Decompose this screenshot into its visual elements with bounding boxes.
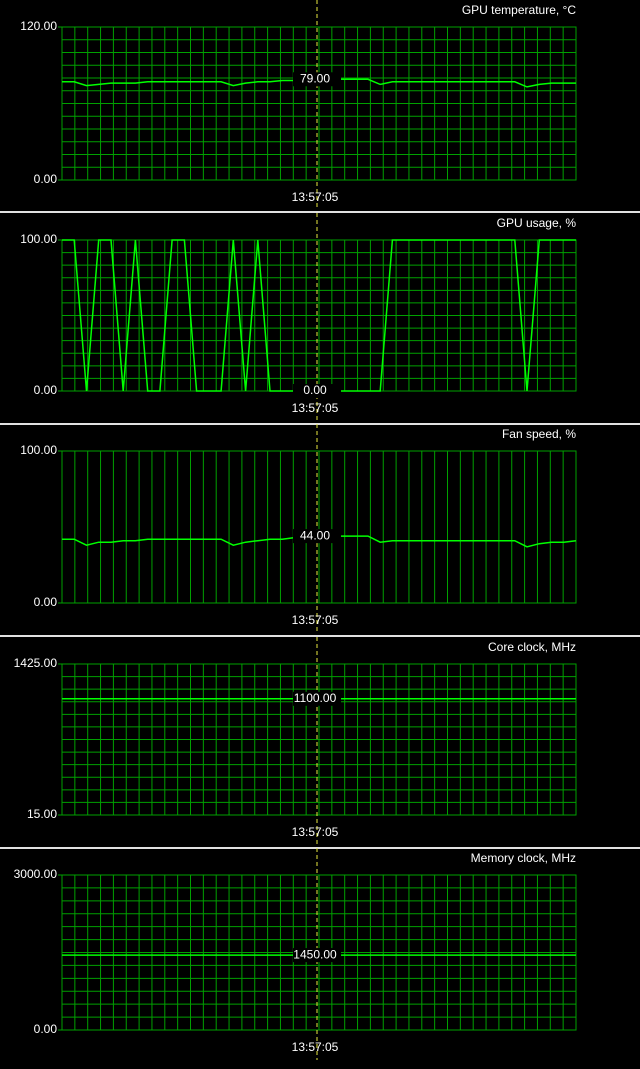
panel-separator	[0, 847, 640, 849]
y-tick-label: 15.00	[27, 807, 57, 821]
y-tick-label: 120.00	[20, 19, 57, 33]
cursor-value-bg	[293, 948, 341, 963]
y-tick-label: 0.00	[34, 383, 58, 397]
y-tick-label: 100.00	[20, 232, 57, 246]
panel-separator	[0, 635, 640, 637]
y-tick-label: 0.00	[34, 172, 58, 186]
plot-frame	[61, 874, 577, 1031]
y-tick-label: 1425.00	[14, 656, 58, 670]
panel-title: Fan speed, %	[502, 427, 576, 441]
panel-separator	[0, 211, 640, 213]
panel-title: Memory clock, MHz	[471, 851, 576, 865]
y-tick-label: 0.00	[34, 1022, 58, 1036]
panel-title: GPU usage, %	[497, 216, 577, 230]
cursor-value-bg	[293, 72, 341, 87]
panel-title: Core clock, MHz	[488, 640, 576, 654]
cursor-value-label: 1100.00	[294, 691, 337, 705]
y-tick-label: 3000.00	[14, 867, 58, 881]
plot-frame	[61, 26, 577, 181]
plot-frame	[61, 663, 577, 816]
cursor-value-bg	[293, 529, 341, 544]
y-tick-label: 0.00	[34, 595, 58, 609]
cursor-time: 13:57:05	[292, 825, 339, 839]
cursor-value-label: 1450.00	[293, 947, 337, 961]
cursor-value-label: 44.00	[300, 528, 330, 542]
panel-separator	[0, 423, 640, 425]
cursor-value-bg	[293, 384, 341, 398]
panel-title: GPU temperature, °C	[462, 3, 577, 17]
cursor-value-bg	[293, 691, 341, 706]
cursor-time: 13:57:05	[292, 613, 339, 627]
cursor-value-label: 0.00	[303, 383, 327, 397]
cursor-time: 13:57:05	[292, 401, 339, 415]
cursor-value-label: 79.00	[300, 71, 330, 85]
cursor-time: 13:57:05	[292, 190, 339, 204]
plot-frame	[61, 450, 577, 604]
cursor-time: 13:57:05	[292, 1040, 339, 1054]
y-tick-label: 100.00	[20, 443, 57, 457]
